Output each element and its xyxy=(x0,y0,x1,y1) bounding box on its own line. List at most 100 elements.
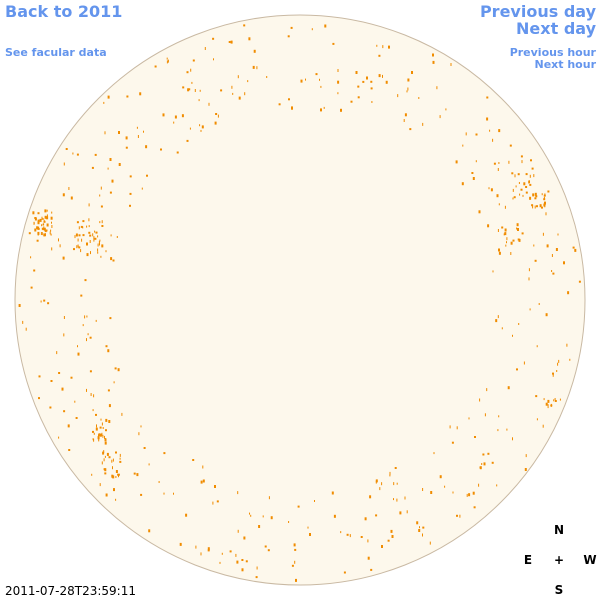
previous-hour-link[interactable]: Previous hour xyxy=(510,46,597,59)
facula xyxy=(370,80,373,83)
facula xyxy=(461,182,464,186)
back-link[interactable]: Back to 2011 xyxy=(5,2,122,21)
facula xyxy=(534,205,536,209)
facula xyxy=(145,145,148,149)
facula xyxy=(381,545,383,548)
facula xyxy=(173,121,175,124)
facula xyxy=(68,187,70,190)
facula xyxy=(493,162,496,165)
facula xyxy=(360,536,363,538)
facula xyxy=(357,96,360,99)
facula xyxy=(378,74,381,78)
timestamp: 2011-07-28T23:59:11 xyxy=(5,584,136,598)
facula xyxy=(99,221,101,224)
facula xyxy=(309,533,311,536)
facula xyxy=(125,136,128,140)
facula xyxy=(497,429,499,432)
facula xyxy=(189,127,191,130)
facula xyxy=(163,492,165,495)
facula xyxy=(75,233,78,237)
facula xyxy=(539,204,542,208)
facula xyxy=(93,394,95,398)
facula xyxy=(101,244,104,248)
facula xyxy=(515,185,517,188)
facula xyxy=(483,462,486,466)
facula xyxy=(249,512,250,515)
facula xyxy=(103,458,105,462)
facular-link[interactable]: See facular data xyxy=(5,46,107,59)
facula xyxy=(545,402,548,406)
facula xyxy=(105,250,107,253)
facula xyxy=(514,174,516,178)
facula xyxy=(557,362,559,366)
facula xyxy=(99,194,101,197)
facula xyxy=(552,272,555,275)
compass-west: W xyxy=(583,553,596,567)
facula xyxy=(388,45,390,49)
facula xyxy=(217,114,219,118)
next-day-link[interactable]: Next day xyxy=(516,19,597,38)
facula xyxy=(118,131,120,134)
facula xyxy=(97,248,99,252)
facula xyxy=(524,468,527,471)
facula xyxy=(104,131,106,135)
facula xyxy=(92,438,94,441)
previous-day-link[interactable]: Previous day xyxy=(480,2,597,21)
facula xyxy=(107,167,109,170)
facula xyxy=(89,240,91,243)
facula xyxy=(531,204,534,207)
facula xyxy=(555,248,558,251)
facula xyxy=(139,92,142,96)
facula xyxy=(94,237,97,240)
facula xyxy=(33,269,36,272)
facula xyxy=(406,90,408,93)
facula xyxy=(311,28,313,31)
facula xyxy=(323,106,325,109)
facula xyxy=(465,132,467,136)
facula xyxy=(522,194,524,197)
facula xyxy=(141,187,143,190)
facula xyxy=(192,59,195,62)
facula xyxy=(46,209,48,212)
facula xyxy=(97,235,99,238)
facula xyxy=(93,238,95,242)
facula xyxy=(221,552,223,555)
facula xyxy=(61,387,64,391)
facula xyxy=(367,556,370,560)
facula xyxy=(99,239,101,242)
facula xyxy=(468,417,470,420)
facula xyxy=(89,336,92,339)
facula xyxy=(43,226,45,229)
facula xyxy=(136,473,139,477)
facula xyxy=(77,238,79,242)
facula xyxy=(91,473,93,476)
facula xyxy=(104,455,106,458)
facula xyxy=(331,491,334,495)
facula xyxy=(198,99,200,102)
facula xyxy=(429,541,431,545)
facula xyxy=(113,381,115,384)
facula xyxy=(517,228,519,231)
facula xyxy=(96,424,97,428)
facula xyxy=(111,474,114,478)
facula xyxy=(543,398,545,401)
facula xyxy=(95,319,97,322)
facula xyxy=(512,197,514,200)
facula xyxy=(516,227,518,230)
facula xyxy=(528,180,530,184)
facula xyxy=(252,65,255,69)
facula xyxy=(297,505,300,508)
facula xyxy=(422,526,425,529)
facula xyxy=(42,228,45,231)
next-hour-link[interactable]: Next hour xyxy=(535,58,597,71)
facula xyxy=(554,398,556,400)
facula xyxy=(389,471,391,475)
facula xyxy=(108,420,111,423)
facula xyxy=(36,239,39,242)
facula xyxy=(46,223,49,227)
facula xyxy=(287,35,290,38)
facula xyxy=(487,452,490,455)
facula xyxy=(59,244,61,248)
facula xyxy=(542,232,544,236)
